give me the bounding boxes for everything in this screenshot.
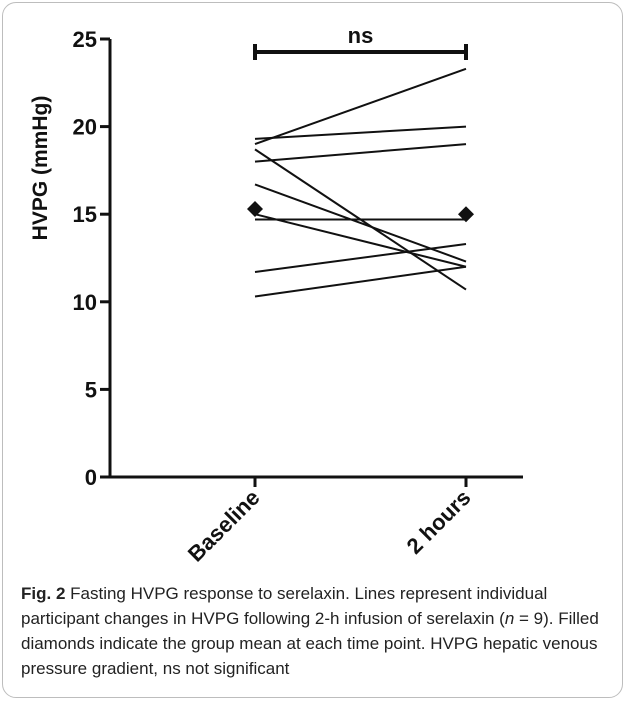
- participant-line: [254, 265, 467, 298]
- participant-line: [254, 143, 467, 163]
- y-axis-label: HVPG (mmHg): [29, 96, 52, 241]
- significance-label: ns: [348, 23, 374, 48]
- y-tick-label: 25: [73, 27, 97, 52]
- means-layer: [247, 200, 474, 223]
- hvpg-chart: 0 5 10 15 20 25 Baseline 2 hours ns HVPG (mmHg): [29, 23, 523, 567]
- y-tick-label: 20: [73, 115, 97, 140]
- participant-line: [254, 125, 467, 140]
- caption-label: Fig. 2: [21, 584, 66, 603]
- significance-bracket: ns: [253, 23, 468, 60]
- series-layer: [254, 67, 467, 298]
- y-tick-label: 0: [85, 465, 97, 490]
- figure-caption: Fig. 2 Fasting HVPG response to serelaxi…: [21, 581, 611, 681]
- caption-n-symbol: n: [504, 609, 515, 628]
- x-tick-label: Baseline: [183, 485, 265, 567]
- y-tick-label: 10: [73, 290, 97, 315]
- mean-diamond: [247, 200, 263, 217]
- participant-line: [254, 242, 467, 274]
- y-tick-label: 5: [85, 377, 97, 402]
- y-tick-label: 15: [73, 202, 97, 227]
- mean-diamond: [458, 206, 474, 223]
- participant-line: [254, 213, 467, 268]
- x-tick-label: 2 hours: [402, 485, 476, 559]
- axes: 0 5 10 15 20 25 Baseline 2 hours: [73, 27, 523, 567]
- participant-line: [254, 67, 467, 146]
- caption-text-1: Fasting HVPG response to serelaxin. Line…: [21, 584, 548, 628]
- caption-text-2: = 9). Filled diamonds indicate the group…: [21, 609, 599, 678]
